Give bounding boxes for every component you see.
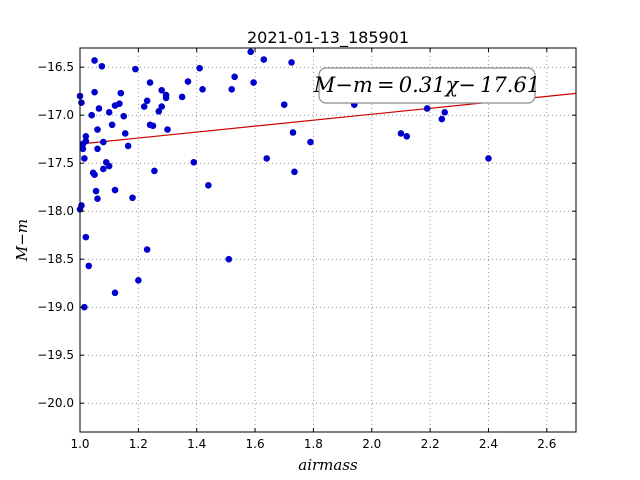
data-point [95, 105, 103, 112]
data-point [78, 99, 85, 107]
y-tick-label: −20.0 [37, 396, 74, 410]
data-point [92, 187, 100, 195]
data-point [132, 65, 139, 73]
y-tick-label: −18.0 [37, 204, 74, 218]
data-point [485, 155, 492, 162]
x-tick-label: 2.0 [362, 437, 381, 451]
data-point [205, 181, 212, 189]
data-point [155, 108, 163, 115]
data-point [158, 103, 165, 110]
data-point [441, 109, 449, 116]
data-point [117, 89, 125, 97]
data-point [178, 93, 186, 101]
data-point [81, 303, 88, 311]
y-tick-label: −19.5 [37, 348, 74, 362]
data-point [228, 85, 236, 93]
y-tick-label: −17.5 [37, 156, 74, 170]
y-tick-label: −18.5 [37, 252, 74, 266]
data-point [423, 105, 431, 112]
x-tick-label: 2.4 [479, 437, 498, 451]
data-point [162, 94, 170, 102]
data-point [105, 109, 113, 116]
data-point [196, 64, 203, 72]
data-point [79, 145, 87, 153]
y-tick-labels: −16.5 −17.0 −17.5 −18.0 −18.5 −19.0 −19.5 −20.0 [37, 60, 74, 410]
y-tick-label: −16.5 [37, 60, 74, 74]
x-tick-labels: 1.0 1.2 1.4 1.6 1.8 2.0 2.2 2.4 2.6 [70, 437, 556, 451]
data-point [140, 103, 148, 110]
data-point [82, 137, 90, 145]
annotation-box [318, 67, 536, 104]
data-point [184, 78, 192, 85]
data-point [231, 73, 238, 81]
data-point [94, 126, 101, 133]
y-axis-label: M−m [13, 219, 31, 262]
data-point [143, 97, 151, 105]
data-point [135, 277, 142, 284]
data-point [129, 194, 136, 202]
data-point [397, 130, 405, 137]
x-axis-label: airmass [298, 456, 358, 474]
data-point [91, 171, 98, 179]
data-point [151, 167, 158, 175]
data-point [164, 126, 171, 133]
plot-frame [79, 47, 577, 433]
data-point [260, 56, 268, 63]
x-tick-label: 1.4 [187, 437, 206, 451]
data-point [78, 202, 85, 209]
data-point [111, 186, 119, 194]
data-point [289, 129, 297, 136]
x-tick-label: 1.6 [246, 437, 265, 451]
data-point [250, 79, 257, 86]
fit-equation-annotation: M−m = 0.31χ− 17.61 [313, 67, 540, 104]
data-point [403, 133, 411, 140]
data-point [100, 165, 107, 173]
fit-equation-text: M−m = 0.31χ− 17.61 [313, 73, 540, 97]
data-point [91, 57, 98, 64]
data-points [76, 48, 492, 311]
data-point [158, 86, 165, 94]
data-point [307, 138, 314, 146]
x-tick-label: 2.2 [421, 437, 440, 451]
data-point [111, 289, 119, 297]
data-point [190, 158, 198, 166]
data-point [116, 100, 123, 107]
data-point [85, 262, 93, 270]
data-point [120, 112, 128, 120]
data-point [121, 130, 129, 137]
x-tick-label: 1.0 [70, 437, 89, 451]
data-point [94, 195, 101, 203]
data-point [91, 88, 98, 96]
data-point [94, 145, 101, 153]
data-point [247, 48, 254, 56]
data-point [225, 255, 233, 263]
data-point [143, 246, 151, 253]
data-point [100, 138, 107, 146]
axis-ticks [79, 48, 576, 432]
data-point [291, 168, 298, 176]
data-point [199, 85, 206, 93]
data-point [105, 162, 113, 170]
data-point [263, 155, 271, 162]
data-point [82, 133, 90, 140]
data-point [288, 59, 295, 66]
data-point [82, 233, 90, 241]
data-point [124, 142, 132, 150]
y-tick-label: −17.0 [37, 108, 74, 122]
grid [80, 48, 576, 432]
x-tick-label: 1.2 [129, 437, 148, 451]
data-point [88, 111, 95, 119]
data-point [98, 62, 106, 70]
data-point [108, 121, 116, 129]
y-tick-label: −19.0 [37, 300, 74, 314]
chart-title: 2021-01-13_185901 [247, 28, 409, 48]
data-point [149, 122, 157, 130]
x-tick-label: 1.8 [304, 437, 323, 451]
data-point [81, 155, 88, 162]
data-point [146, 79, 154, 86]
data-point [438, 115, 446, 123]
x-tick-label: 2.6 [537, 437, 556, 451]
data-point [280, 101, 288, 108]
